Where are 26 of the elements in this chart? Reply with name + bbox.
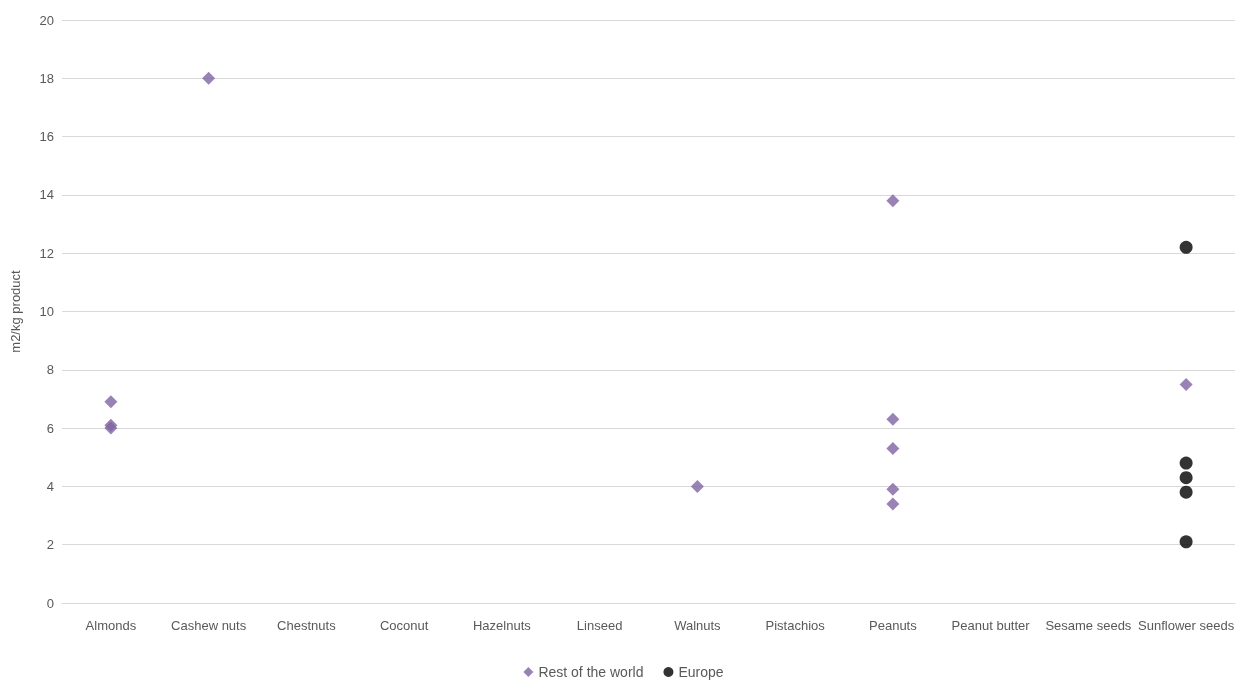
y-tick-label: 18 xyxy=(39,70,54,86)
y-tick-label: 8 xyxy=(46,362,54,378)
legend-label: Europe xyxy=(678,664,724,680)
y-tick-label: 0 xyxy=(46,595,54,611)
x-tick-label: Almonds xyxy=(85,618,137,633)
x-tick-label: Cashew nuts xyxy=(171,618,247,633)
x-tick-label: Peanut butter xyxy=(951,618,1031,633)
x-tick-label: Peanuts xyxy=(869,618,918,633)
legend-label: Rest of the world xyxy=(538,664,644,680)
x-tick-label: Sesame seeds xyxy=(1045,618,1132,633)
x-tick-label: Coconut xyxy=(379,618,429,633)
y-tick-label: 12 xyxy=(39,245,54,261)
y-tick-label: 10 xyxy=(39,304,54,319)
x-tick-label: Pistachios xyxy=(765,618,826,633)
x-tick-label: Linseed xyxy=(576,618,623,633)
y-tick-label: 16 xyxy=(39,129,54,145)
x-tick-label: Hazelnuts xyxy=(472,618,532,633)
y-tick-label: 14 xyxy=(39,187,54,203)
y-axis-title: m2/kg product xyxy=(8,269,23,353)
x-tick-label: Walnuts xyxy=(674,618,722,633)
x-tick-label: Sunflower seeds xyxy=(1138,618,1235,633)
y-tick-label: 2 xyxy=(46,537,54,553)
x-tick-label: Chestnuts xyxy=(277,618,337,633)
y-tick-label: 4 xyxy=(46,478,54,494)
y-tick-label: 20 xyxy=(39,12,54,28)
y-tick-label: 6 xyxy=(46,420,54,436)
